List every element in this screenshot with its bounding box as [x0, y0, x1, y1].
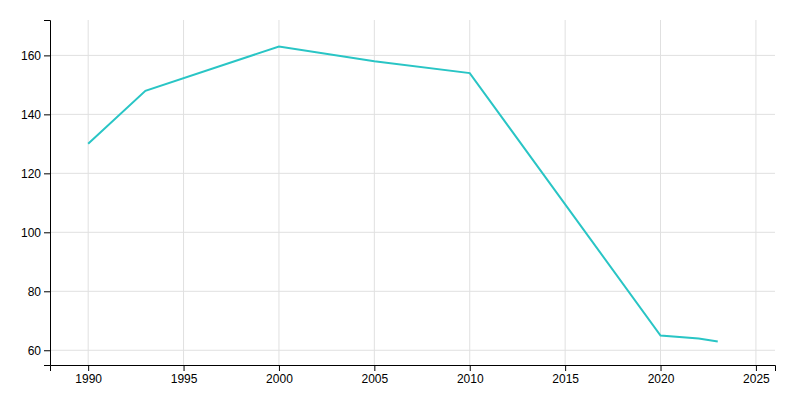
grid: [50, 20, 775, 365]
grid-line-x: [469, 20, 470, 365]
x-tick-label: 2025: [743, 372, 770, 386]
grid-line-y: [50, 173, 775, 174]
x-tick: 2000: [266, 365, 293, 386]
y-tick-label: 100: [21, 226, 41, 240]
marks: [88, 47, 718, 342]
y-tick: 120: [21, 167, 50, 181]
grid-line-x: [374, 20, 375, 365]
y-tick-label: 80: [28, 285, 42, 299]
x-tick-mark: [565, 365, 566, 371]
y-tick-label: 140: [21, 108, 41, 122]
y-tick: 80: [28, 285, 50, 299]
y-tick-mark: [44, 291, 50, 292]
y-tick-mark: [44, 114, 50, 115]
grid-line-x: [278, 20, 279, 365]
x-tick-label: 2005: [361, 372, 388, 386]
grid-line-x: [565, 20, 566, 365]
plot-area: 1990 1995 2000 2005 2010 2015 2020 2025 60 80 100 1…: [21, 20, 776, 386]
y-axis: 60 80 100 120 140 160: [21, 21, 51, 366]
y-tick: 60: [28, 344, 50, 358]
y-tick-mark: [44, 173, 50, 174]
y-tick-mark: [44, 232, 50, 233]
x-tick-mark: [374, 365, 375, 371]
x-tick: 1990: [75, 365, 102, 386]
x-tick: 2020: [648, 365, 675, 386]
grid-line-y: [50, 232, 775, 233]
y-axis-line: [44, 21, 51, 366]
x-tick: 1995: [171, 365, 198, 386]
y-tick: 140: [21, 108, 50, 122]
grid-line-y: [50, 291, 775, 292]
grid-line-x: [88, 20, 89, 365]
y-tick: 100: [21, 226, 50, 240]
grid-line-x: [183, 20, 184, 365]
x-axis-line: [51, 366, 776, 372]
x-tick-mark: [184, 365, 185, 371]
grid-line-y: [50, 350, 775, 351]
x-tick: 2015: [552, 365, 579, 386]
y-tick: 160: [21, 49, 50, 63]
line: [88, 47, 718, 342]
y-tick-label: 160: [21, 49, 41, 63]
x-tick-label: 2010: [457, 372, 484, 386]
chart-container: 1990 1995 2000 2005 2010 2015 2020 2025 60 80 100 1…: [0, 0, 800, 400]
x-tick-mark: [88, 365, 89, 371]
y-tick-mark: [44, 55, 50, 56]
y-tick-label: 60: [28, 344, 42, 358]
x-tick-mark: [756, 365, 757, 371]
x-tick-label: 2000: [266, 372, 293, 386]
grid-line-y: [50, 55, 775, 56]
chart-svg: 1990 1995 2000 2005 2010 2015 2020 2025 60 80 100 1…: [0, 0, 800, 400]
x-tick-label: 1990: [75, 372, 102, 386]
x-tick-label: 1995: [171, 372, 198, 386]
x-tick: 2005: [361, 365, 388, 386]
x-tick-mark: [470, 365, 471, 371]
x-tick-mark: [279, 365, 280, 371]
x-axis: 1990 1995 2000 2005 2010 2015 2020 2025: [51, 365, 776, 386]
x-tick: 2010: [457, 365, 484, 386]
x-tick-label: 2020: [648, 372, 675, 386]
grid-line-x: [660, 20, 661, 365]
y-tick-mark: [44, 350, 50, 351]
grid-line-y: [50, 114, 775, 115]
y-tick-label: 120: [21, 167, 41, 181]
grid-line-x: [755, 20, 756, 365]
x-tick: 2025: [743, 365, 770, 386]
x-tick-mark: [661, 365, 662, 371]
x-tick-label: 2015: [552, 372, 579, 386]
